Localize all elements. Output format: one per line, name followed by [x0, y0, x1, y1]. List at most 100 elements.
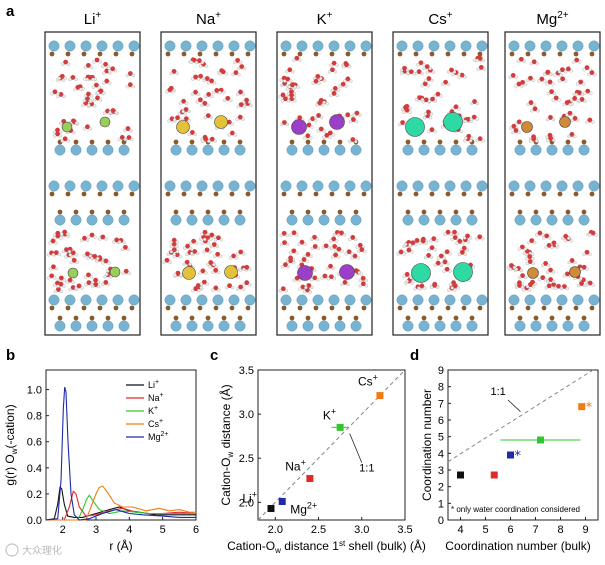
water-hydrogen-atom [587, 72, 591, 77]
water-hydrogen-atom [91, 85, 96, 89]
water-hydrogen-atom [98, 60, 102, 64]
water-oxygen-atom [317, 100, 323, 106]
water-hydrogen-atom [198, 237, 203, 241]
water-hydrogen-atom [594, 233, 598, 237]
water-oxygen-atom [64, 247, 69, 253]
water-hydrogen-atom [364, 278, 368, 282]
water-hydrogen-atom [416, 63, 420, 67]
surface-oxygen-atom [286, 214, 298, 226]
water-oxygen-atom [126, 135, 132, 140]
water-oxygen-atom [195, 283, 201, 288]
water-hydrogen-atom [241, 287, 246, 291]
snapshot-mg: Mg2+ [504, 10, 601, 336]
water-oxygen-atom [183, 107, 189, 112]
surface-oxygen-atom [334, 144, 346, 156]
water-oxygen-atom [123, 268, 129, 274]
water-hydrogen-atom [550, 245, 554, 249]
aluminum-atom [189, 139, 195, 145]
water-hydrogen-atom [321, 103, 325, 107]
water-hydrogen-atom [463, 119, 467, 123]
water-hydrogen-atom [582, 82, 586, 86]
water-hydrogen-atom [429, 112, 434, 116]
water-hydrogen-atom [354, 119, 359, 124]
aluminum-atom [413, 191, 419, 197]
water-oxygen-atom [353, 268, 359, 274]
water-hydrogen-atom [550, 286, 554, 290]
water-oxygen-atom [416, 69, 422, 75]
water-hydrogen-atom [315, 237, 320, 241]
water-hydrogen-atom [542, 236, 546, 240]
water-oxygen-atom [516, 119, 522, 125]
legend-ion-charge: + [160, 392, 164, 399]
water-oxygen-atom [471, 114, 477, 120]
water-hydrogen-atom [427, 99, 432, 103]
aluminum-atom [437, 315, 443, 321]
cation-charge: + [215, 10, 221, 21]
panel-d-coordination-chart: 4 5 6 7 8 9 0 1 2 3 4 5 6 7 8 9 1:1 Coordination number (… [420, 365, 599, 553]
water-hydrogen-atom [68, 77, 72, 82]
water-hydrogen-atom [325, 266, 330, 270]
water-oxygen-atom [175, 270, 181, 276]
surface-oxygen-atom [360, 180, 372, 192]
water-hydrogen-atom [546, 91, 551, 96]
water-oxygen-atom [206, 92, 212, 97]
water-hydrogen-atom [564, 79, 568, 83]
surface-oxygen-atom [218, 320, 230, 332]
aluminum-atom [181, 51, 187, 57]
surface-oxygen-atom [428, 180, 440, 192]
water-hydrogen-atom [336, 255, 341, 259]
y-tick-label: 2.0 [239, 497, 254, 509]
water-oxygen-atom [453, 104, 459, 110]
star-marker-icon: * [586, 401, 593, 416]
water-hydrogen-atom [179, 273, 183, 277]
aluminum-atom [429, 305, 435, 311]
water-hydrogen-atom [588, 67, 592, 72]
aluminum-atom [461, 305, 467, 311]
water-hydrogen-atom [68, 287, 72, 292]
water-hydrogen-atom [354, 237, 358, 242]
water-hydrogen-atom [525, 257, 529, 261]
water-hydrogen-atom [82, 254, 87, 258]
water-hydrogen-atom [311, 81, 315, 85]
cation-atom [67, 267, 79, 279]
water-hydrogen-atom [540, 263, 545, 268]
water-hydrogen-atom [285, 87, 290, 91]
water-hydrogen-atom [430, 78, 434, 83]
aluminum-atom [289, 139, 295, 145]
x-tick-label: 3.5 [397, 524, 412, 536]
aluminum-atom [97, 191, 103, 197]
water-oxygen-atom [285, 76, 291, 82]
water-hydrogen-atom [313, 115, 318, 120]
water-oxygen-atom [280, 286, 286, 292]
water-hydrogen-atom [527, 288, 532, 292]
surface-oxygen-atom [428, 40, 440, 52]
water-oxygen-atom [465, 116, 471, 122]
water-hydrogen-atom [114, 110, 118, 115]
water-hydrogen-atom [457, 107, 461, 111]
aluminum-atom [65, 51, 71, 57]
water-hydrogen-atom [97, 85, 102, 89]
water-hydrogen-atom [310, 278, 314, 282]
legend-ion-name: Li [148, 380, 155, 390]
water-oxygen-atom [196, 58, 202, 64]
water-hydrogen-atom [422, 66, 426, 71]
water-hydrogen-atom [279, 78, 283, 82]
water-oxygen-atom [55, 131, 61, 137]
water-oxygen-atom [546, 283, 552, 289]
water-hydrogen-atom [569, 69, 574, 73]
watermark: 大众理化 [5, 543, 62, 557]
water-hydrogen-atom [413, 287, 417, 291]
water-hydrogen-atom [98, 237, 102, 241]
water-hydrogen-atom [175, 71, 179, 76]
aluminum-atom [121, 315, 127, 321]
legend-ion-charge: 2+ [161, 431, 169, 438]
water-hydrogen-atom [525, 285, 530, 289]
water-hydrogen-atom [218, 72, 222, 76]
water-hydrogen-atom [440, 125, 445, 129]
water-oxygen-atom [299, 239, 305, 245]
water-oxygen-atom [422, 81, 428, 87]
water-hydrogen-atom [567, 134, 571, 139]
water-hydrogen-atom [448, 269, 452, 273]
water-hydrogen-atom [567, 260, 571, 265]
surface-oxygen-atom [244, 40, 256, 52]
